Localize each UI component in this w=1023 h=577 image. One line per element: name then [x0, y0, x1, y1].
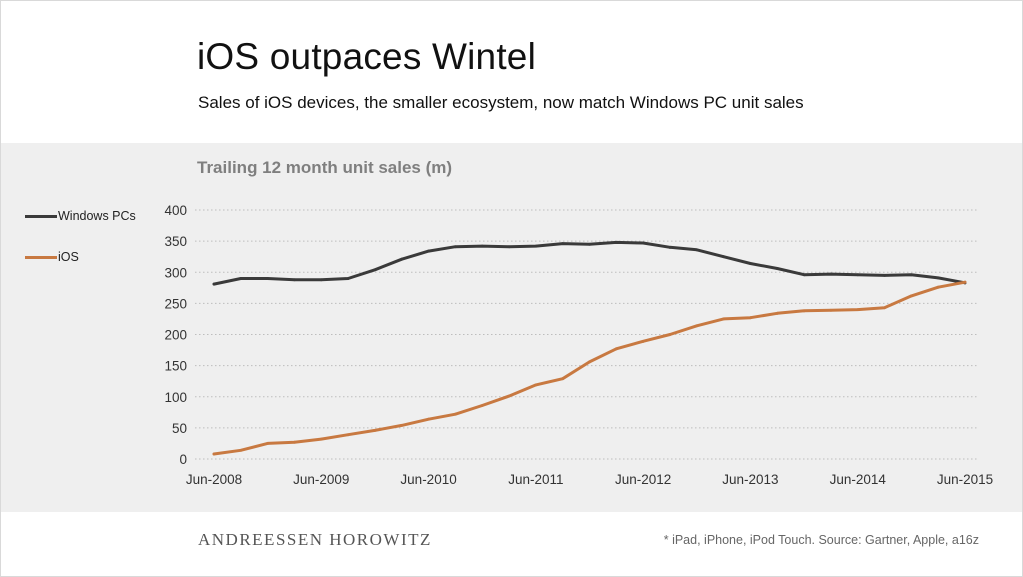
data-point-ios	[293, 440, 296, 444]
data-point-windows	[856, 273, 860, 277]
data-point-windows	[722, 255, 726, 259]
data-point-windows	[400, 257, 404, 261]
data-point-windows	[668, 245, 672, 249]
data-point-windows	[749, 262, 752, 265]
legend-label-windows: Windows PCs	[58, 209, 136, 223]
legend-label-ios: iOS	[58, 250, 79, 264]
data-point-ios	[722, 317, 726, 321]
data-point-windows	[212, 282, 216, 286]
data-point-ios	[883, 306, 886, 310]
data-point-ios	[963, 280, 967, 284]
data-point-ios	[212, 452, 216, 456]
legend-item-windows: Windows PCs	[25, 209, 136, 223]
x-tick-label: Jun-2008	[186, 472, 242, 487]
data-point-windows	[534, 244, 538, 248]
x-tick-label: Jun-2012	[615, 472, 671, 487]
x-tick-label: Jun-2009	[293, 472, 349, 487]
page-subtitle: Sales of iOS devices, the smaller ecosys…	[198, 93, 804, 112]
brand-logo: ANDREESSEN HOROWITZ	[198, 530, 432, 549]
data-point-ios	[641, 339, 645, 343]
data-point-windows	[641, 241, 645, 245]
data-point-ios	[614, 347, 618, 351]
data-point-windows	[346, 277, 350, 280]
data-point-windows	[909, 273, 913, 277]
data-point-windows	[802, 273, 806, 277]
y-tick-label: 300	[164, 265, 187, 280]
y-tick-label: 50	[172, 421, 187, 436]
data-point-windows	[775, 267, 779, 270]
data-point-windows	[936, 276, 940, 280]
data-point-ios	[319, 437, 323, 441]
data-point-windows	[614, 240, 618, 244]
y-tick-label: 200	[164, 328, 187, 343]
y-tick-label: 250	[164, 296, 187, 311]
data-point-windows	[561, 242, 565, 246]
data-point-ios	[507, 394, 511, 398]
data-point-ios	[427, 417, 430, 421]
data-point-windows	[293, 278, 296, 282]
data-point-windows	[695, 248, 699, 252]
data-point-windows	[453, 245, 457, 249]
chart-title: Trailing 12 month unit sales (m)	[197, 158, 453, 177]
data-point-windows	[427, 249, 430, 253]
data-point-ios	[775, 311, 779, 315]
data-point-ios	[829, 308, 833, 312]
data-point-ios	[239, 448, 243, 452]
data-point-ios	[534, 383, 538, 387]
data-point-windows	[829, 272, 833, 276]
y-tick-label: 0	[179, 452, 187, 467]
data-point-ios	[802, 309, 806, 313]
data-point-windows	[239, 277, 243, 280]
y-tick-label: 350	[164, 234, 187, 249]
series-line-windows	[212, 240, 967, 286]
legend-swatch-windows	[25, 214, 57, 218]
data-point-ios	[668, 333, 672, 336]
data-point-ios	[936, 285, 940, 289]
chart-panel	[1, 143, 1022, 512]
data-point-ios	[453, 412, 457, 416]
data-point-ios	[909, 294, 913, 298]
data-point-ios	[480, 404, 484, 407]
data-point-ios	[588, 360, 591, 364]
data-point-ios	[695, 324, 699, 328]
data-point-ios	[373, 428, 377, 432]
data-point-windows	[883, 273, 886, 277]
data-point-ios	[561, 377, 565, 381]
data-point-ios	[400, 423, 404, 427]
data-point-windows	[480, 244, 484, 248]
y-tick-label: 400	[164, 203, 187, 218]
data-point-ios	[749, 316, 752, 320]
x-tick-label: Jun-2015	[937, 472, 993, 487]
data-point-windows	[507, 245, 511, 249]
x-tick-label: Jun-2011	[508, 472, 563, 487]
data-point-ios	[346, 433, 350, 437]
x-tick-label: Jun-2014	[830, 472, 887, 487]
y-tick-label: 150	[164, 359, 187, 374]
x-tick-label: Jun-2013	[722, 472, 778, 487]
data-point-windows	[319, 278, 323, 282]
data-point-windows	[373, 268, 377, 272]
y-tick-label: 100	[164, 390, 187, 405]
source-note: * iPad, iPhone, iPod Touch. Source: Gart…	[663, 533, 979, 547]
legend-swatch-ios	[25, 255, 57, 259]
data-point-windows	[266, 277, 270, 280]
page-title: iOS outpaces Wintel	[197, 36, 537, 77]
x-tick-label: Jun-2010	[400, 472, 456, 487]
data-point-windows	[588, 242, 591, 246]
data-point-ios	[266, 442, 270, 445]
legend-item-ios: iOS	[25, 250, 79, 264]
data-point-ios	[856, 308, 860, 311]
